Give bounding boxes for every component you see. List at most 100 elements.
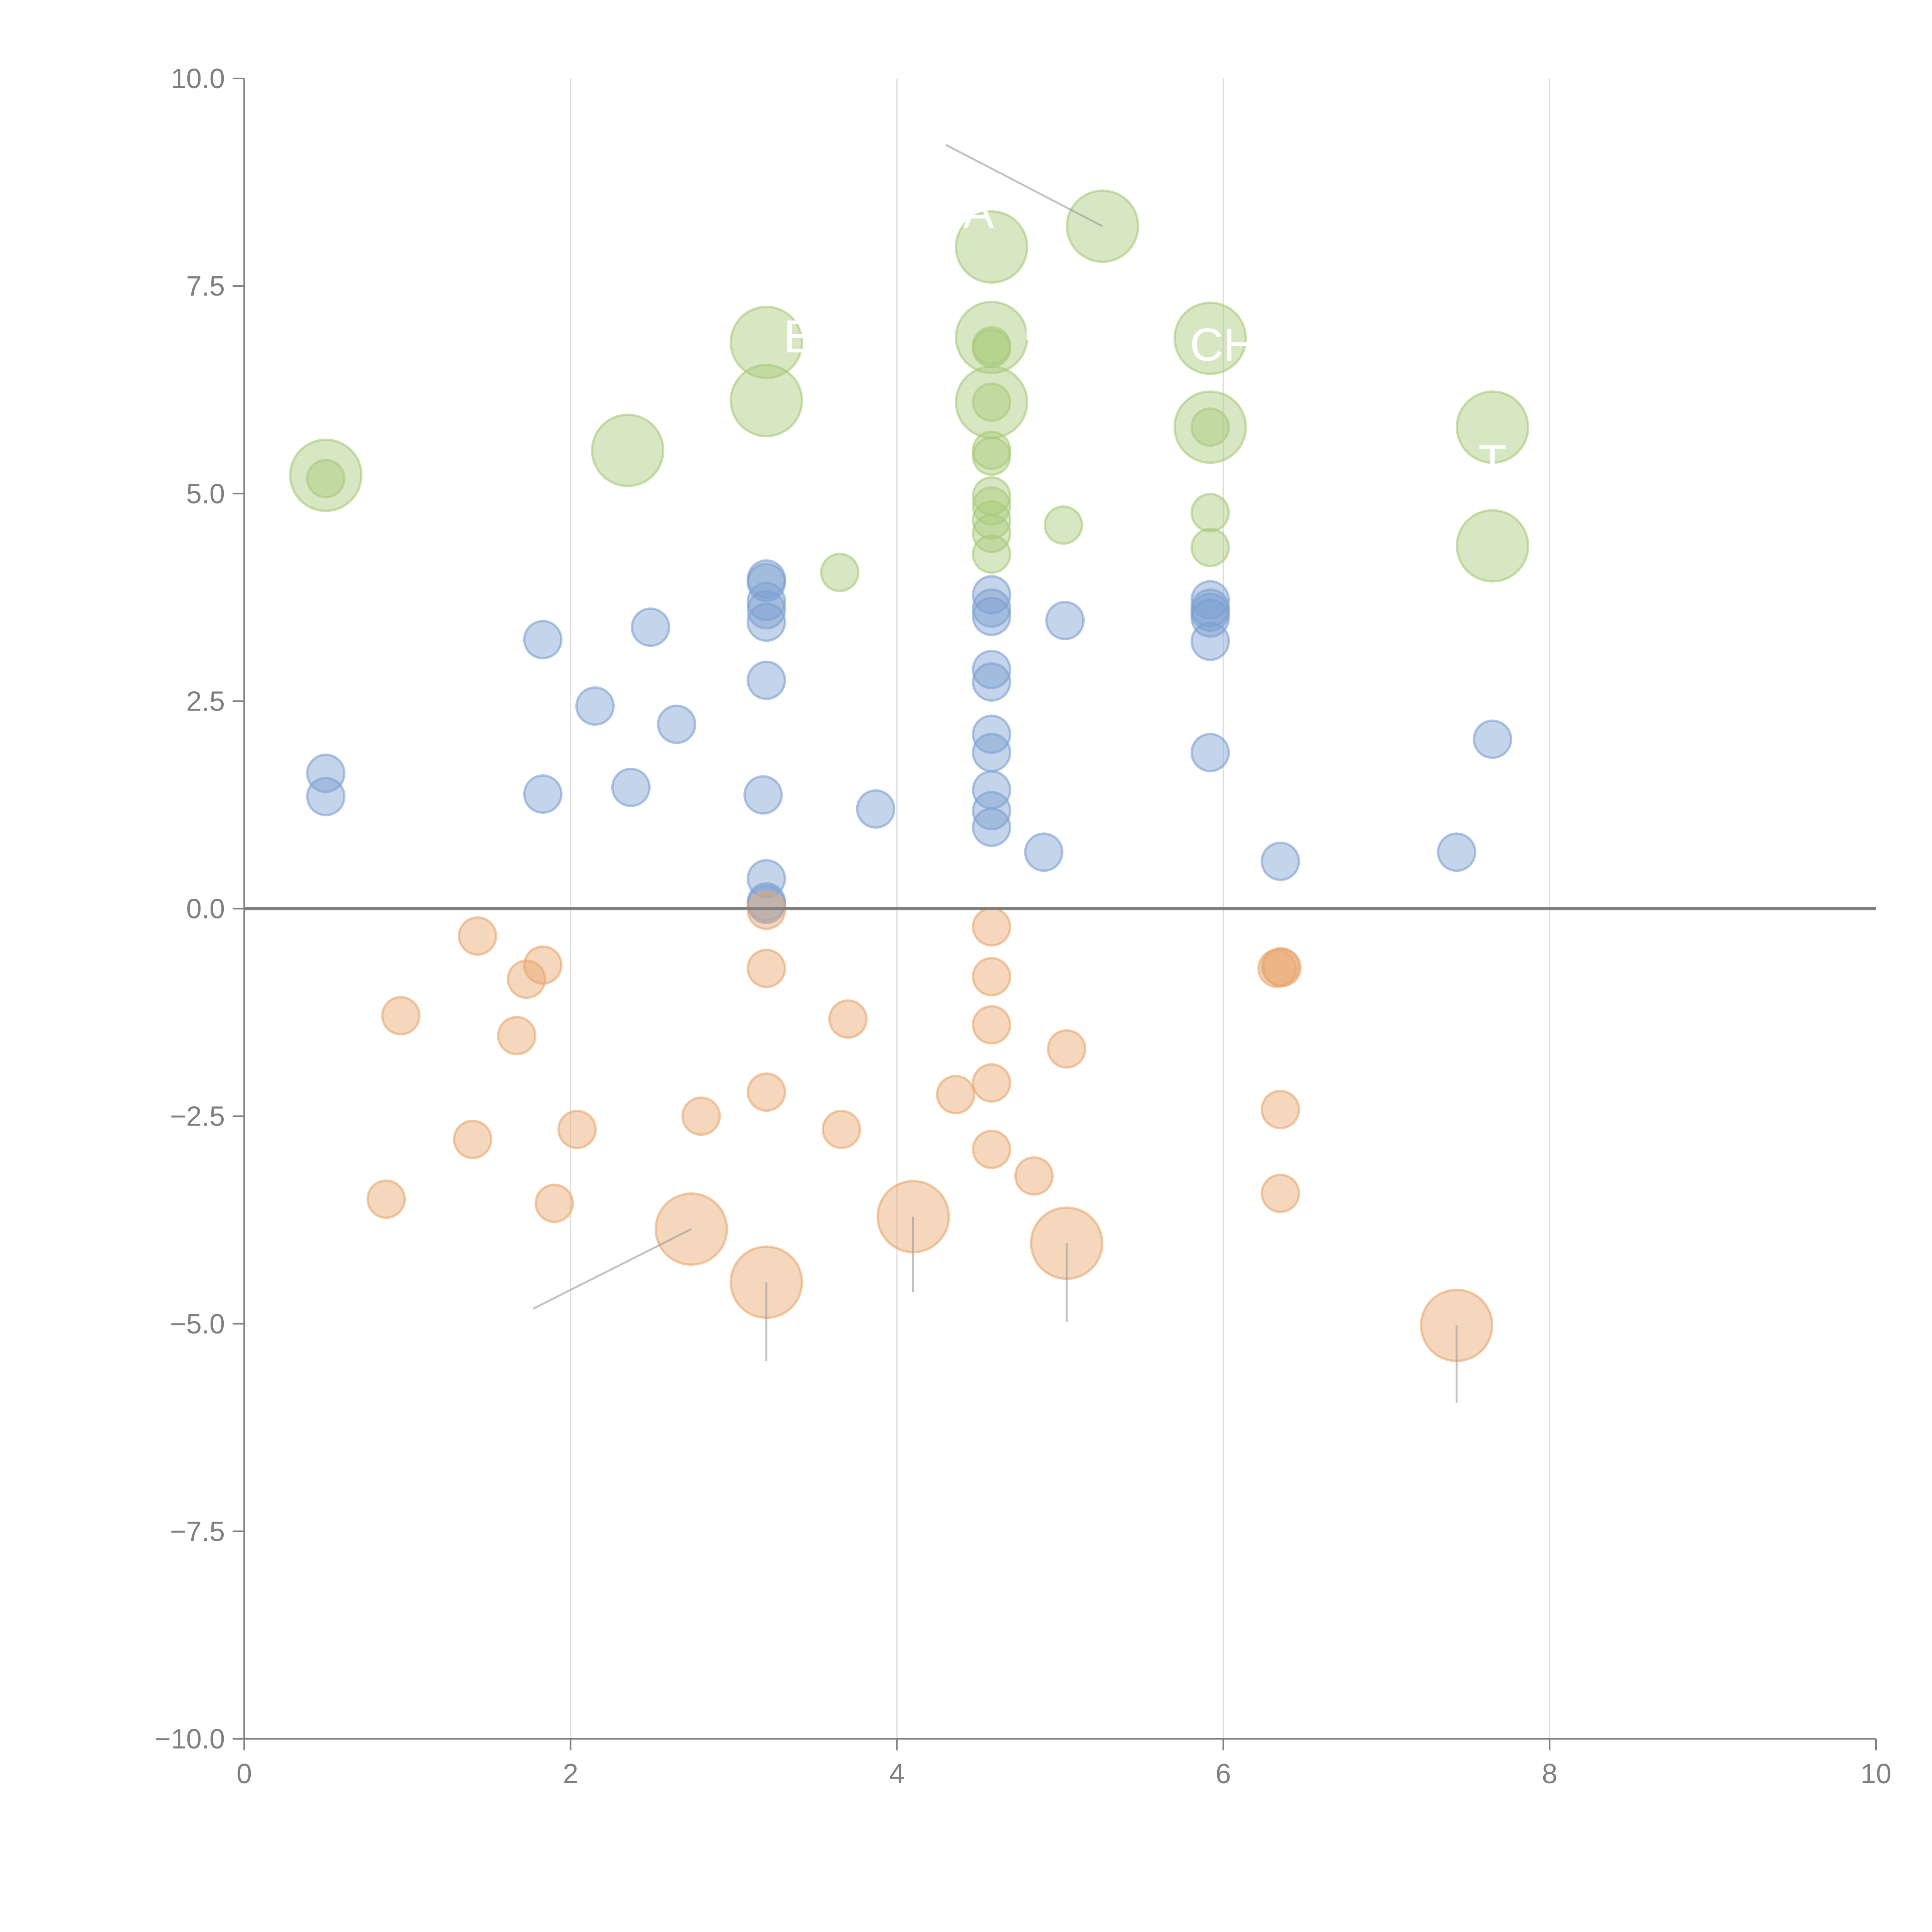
y-tick-label: 10.0 xyxy=(171,63,225,94)
x-tick-label: 4 xyxy=(889,1759,905,1789)
point-negative-3 xyxy=(457,916,497,956)
point-positive-mid-21 xyxy=(972,597,1012,636)
point-negative-22 xyxy=(972,1063,1012,1103)
y-tick-label: 7.5 xyxy=(186,271,225,302)
point-negative-29 xyxy=(1262,948,1302,988)
point-positive-high-3 xyxy=(730,306,803,379)
point-positive-mid-13 xyxy=(747,660,786,700)
point-positive-mid-19 xyxy=(972,575,1012,615)
point-positive-high-18 xyxy=(972,534,1012,574)
point-negative-31 xyxy=(1260,1173,1300,1213)
annotation-label: A xyxy=(963,186,994,238)
annotation-label: T xyxy=(1478,435,1507,487)
point-positive-mid-29 xyxy=(1024,832,1064,872)
x-tick-label: 8 xyxy=(1542,1759,1557,1789)
y-tick-label: −2.5 xyxy=(170,1101,225,1132)
point-positive-high-2 xyxy=(591,413,665,487)
point-negative-2 xyxy=(453,1119,493,1159)
point-positive-high-9 xyxy=(972,328,1012,368)
point-positive-mid-18 xyxy=(856,789,896,829)
point-negative-13 xyxy=(747,1072,786,1112)
point-positive-mid-36 xyxy=(1190,733,1230,772)
point-positive-high-16 xyxy=(972,500,1012,540)
annotation-label: E xyxy=(784,311,815,362)
point-positive-mid-37 xyxy=(1260,842,1300,881)
point-negative-24 xyxy=(1014,1156,1054,1196)
point-negative-21 xyxy=(972,1005,1012,1045)
point-positive-mid-28 xyxy=(972,807,1012,847)
point-positive-mid-10 xyxy=(747,582,786,621)
point-positive-high-25 xyxy=(1190,527,1230,567)
y-tick-label: −10.0 xyxy=(155,1724,225,1755)
x-tick-label: 2 xyxy=(563,1759,578,1789)
point-positive-high-24 xyxy=(1190,493,1230,532)
point-positive-high-23 xyxy=(1190,407,1230,447)
point-negative-15 xyxy=(821,1110,861,1150)
annotation-label: L xyxy=(1023,298,1049,350)
point-positive-mid-2 xyxy=(523,620,563,660)
point-positive-high-15 xyxy=(972,486,1012,526)
y-tick-label: 2.5 xyxy=(186,686,225,717)
point-negative-12 xyxy=(747,949,786,988)
x-tick-label: 0 xyxy=(236,1759,252,1789)
point-negative-1 xyxy=(381,996,421,1036)
point-negative-25 xyxy=(1047,1029,1087,1069)
point-positive-mid-3 xyxy=(523,774,563,814)
point-positive-high-27 xyxy=(1456,509,1529,583)
point-negative-20 xyxy=(972,957,1012,997)
axes xyxy=(243,78,1876,1740)
point-positive-high-11 xyxy=(972,382,1012,422)
point-positive-high-26 xyxy=(1456,390,1529,464)
point-negative-0 xyxy=(366,1179,406,1219)
x-tick-label: 6 xyxy=(1216,1759,1231,1789)
x-tick-label: 10 xyxy=(1861,1759,1891,1789)
point-positive-high-6 xyxy=(955,210,1029,284)
annotations: A E L CH T xyxy=(784,186,1507,487)
point-negative-5 xyxy=(507,959,546,999)
point-positive-mid-25 xyxy=(972,733,1012,772)
point-positive-mid-11 xyxy=(747,590,786,630)
point-positive-mid-30 xyxy=(1045,600,1085,640)
point-positive-mid-39 xyxy=(1473,719,1512,759)
point-positive-mid-27 xyxy=(972,791,1012,830)
point-positive-mid-4 xyxy=(575,686,615,726)
point-positive-high-0 xyxy=(289,438,363,512)
point-positive-mid-20 xyxy=(972,588,1012,628)
y-tick-label: −5.0 xyxy=(170,1309,225,1340)
point-positive-high-22 xyxy=(1173,390,1247,464)
y-tick-label: 5.0 xyxy=(186,478,225,509)
point-positive-mid-14 xyxy=(743,775,783,815)
y-tick-label: 0.0 xyxy=(186,894,225,925)
point-positive-mid-38 xyxy=(1437,832,1476,872)
point-positive-high-19 xyxy=(1043,505,1083,545)
x-axis-ticks: 0 2 4 6 8 10 xyxy=(236,1739,1891,1789)
y-axis-ticks: −10.0 −7.5 −5.0 −2.5 0.0 2.5 5.0 7.5 10.0 xyxy=(155,63,244,1755)
point-positive-mid-1 xyxy=(306,777,346,816)
point-negative-23 xyxy=(972,1129,1012,1169)
point-negative-8 xyxy=(557,1110,597,1150)
data-points xyxy=(289,189,1529,1362)
point-positive-mid-5 xyxy=(611,767,651,807)
point-negative-10 xyxy=(681,1096,721,1136)
leader-lines xyxy=(532,144,1458,1403)
leader-line-1 xyxy=(532,1228,692,1310)
point-negative-30 xyxy=(1260,1090,1300,1129)
y-tick-label: −7.5 xyxy=(170,1516,225,1547)
point-negative-16 xyxy=(828,999,868,1039)
annotation-label: CH xyxy=(1190,319,1257,371)
point-positive-mid-0 xyxy=(306,753,346,793)
point-positive-mid-22 xyxy=(972,650,1012,689)
point-positive-high-21 xyxy=(1173,301,1247,375)
point-negative-4 xyxy=(497,1016,537,1056)
point-positive-mid-23 xyxy=(972,662,1012,702)
point-positive-high-5 xyxy=(820,553,860,592)
point-positive-mid-12 xyxy=(747,602,786,642)
point-positive-high-1 xyxy=(306,459,346,498)
point-positive-mid-34 xyxy=(1190,598,1230,638)
point-negative-11 xyxy=(747,890,786,930)
point-negative-19 xyxy=(972,907,1012,947)
point-positive-high-17 xyxy=(972,514,1012,553)
point-negative-6 xyxy=(523,945,563,985)
point-positive-high-4 xyxy=(730,364,803,437)
